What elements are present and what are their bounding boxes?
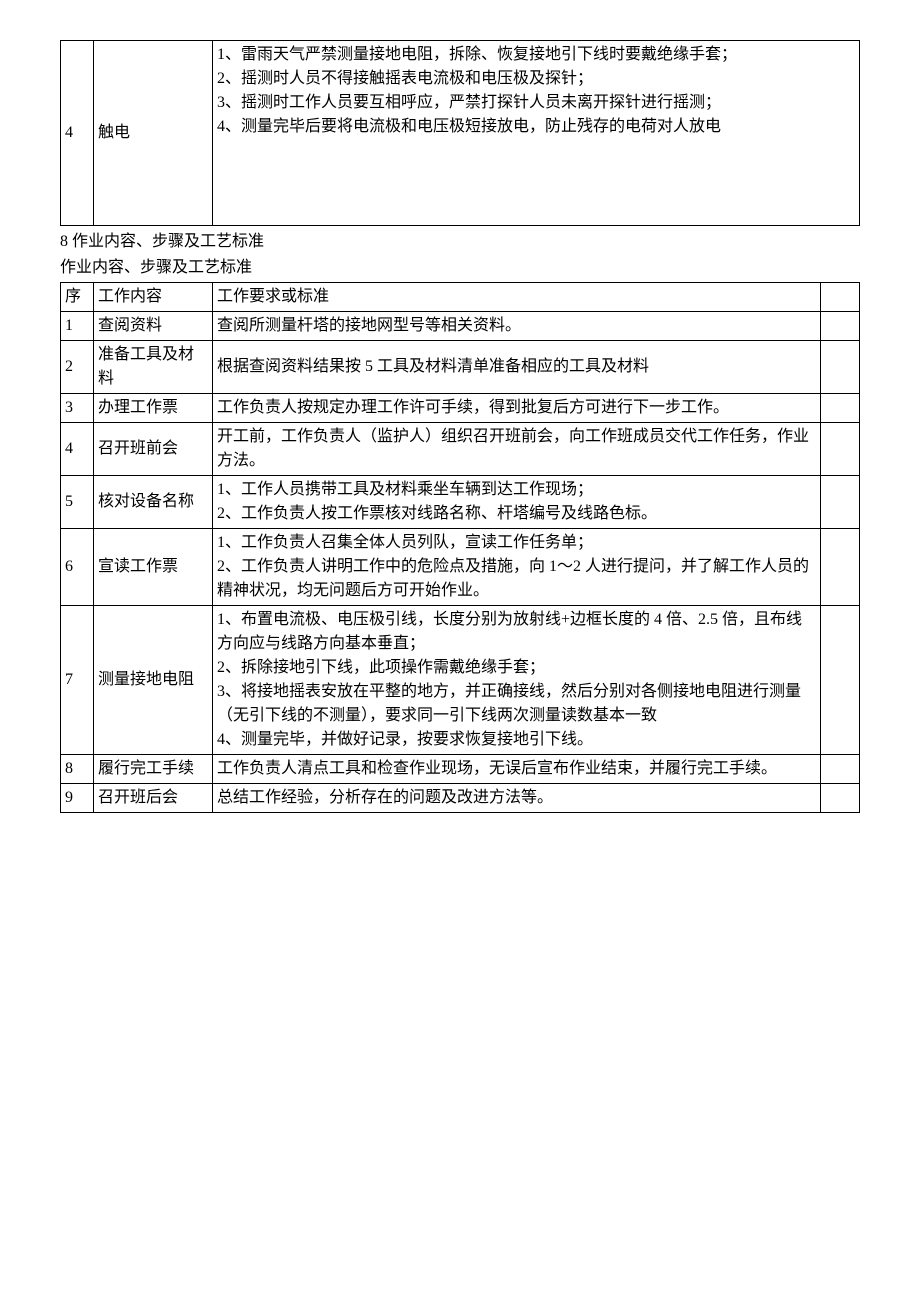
- hazard-row: 4 触电 1、雷雨天气严禁测量接地电阻，拆除、恢复接地引下线时要戴绝缘手套； 2…: [61, 41, 860, 226]
- row-extra: [821, 529, 860, 606]
- row-extra: [821, 476, 860, 529]
- procedure-row: 1查阅资料查阅所测量杆塔的接地网型号等相关资料。: [61, 312, 860, 341]
- section-title-plain: 作业内容、步骤及工艺标准: [60, 256, 860, 280]
- hazard-seq: 4: [61, 41, 94, 226]
- header-extra: [821, 283, 860, 312]
- procedure-row: 2准备工具及材料根据查阅资料结果按 5 工具及材料清单准备相应的工具及材料: [61, 341, 860, 394]
- section-title-numbered: 8 作业内容、步骤及工艺标准: [60, 230, 860, 254]
- row-seq: 4: [61, 423, 94, 476]
- header-name: 工作内容: [94, 283, 213, 312]
- row-name: 查阅资料: [94, 312, 213, 341]
- row-requirement: 1、工作负责人召集全体人员列队，宣读工作任务单； 2、工作负责人讲明工作中的危险…: [213, 529, 821, 606]
- hazard-table: 4 触电 1、雷雨天气严禁测量接地电阻，拆除、恢复接地引下线时要戴绝缘手套； 2…: [60, 40, 860, 226]
- row-seq: 6: [61, 529, 94, 606]
- hazard-content: 1、雷雨天气严禁测量接地电阻，拆除、恢复接地引下线时要戴绝缘手套； 2、摇测时人…: [213, 41, 860, 226]
- procedure-row: 7测量接地电阻1、布置电流极、电压极引线，长度分别为放射线+边框长度的 4 倍、…: [61, 606, 860, 755]
- row-name: 召开班前会: [94, 423, 213, 476]
- hazard-name: 触电: [94, 41, 213, 226]
- procedure-header-row: 序 工作内容 工作要求或标准: [61, 283, 860, 312]
- procedure-row: 9召开班后会总结工作经验，分析存在的问题及改进方法等。: [61, 784, 860, 813]
- header-req: 工作要求或标准: [213, 283, 821, 312]
- procedure-row: 4召开班前会开工前，工作负责人（监护人）组织召开班前会，向工作班成员交代工作任务…: [61, 423, 860, 476]
- procedure-row: 5核对设备名称1、工作人员携带工具及材料乘坐车辆到达工作现场； 2、工作负责人按…: [61, 476, 860, 529]
- row-extra: [821, 423, 860, 476]
- row-requirement: 1、布置电流极、电压极引线，长度分别为放射线+边框长度的 4 倍、2.5 倍，且…: [213, 606, 821, 755]
- row-name: 召开班后会: [94, 784, 213, 813]
- row-requirement: 工作负责人清点工具和检查作业现场，无误后宣布作业结束，并履行完工手续。: [213, 755, 821, 784]
- row-requirement: 开工前，工作负责人（监护人）组织召开班前会，向工作班成员交代工作任务，作业方法。: [213, 423, 821, 476]
- row-name: 核对设备名称: [94, 476, 213, 529]
- row-seq: 5: [61, 476, 94, 529]
- row-extra: [821, 606, 860, 755]
- header-seq: 序: [61, 283, 94, 312]
- procedure-row: 6宣读工作票1、工作负责人召集全体人员列队，宣读工作任务单； 2、工作负责人讲明…: [61, 529, 860, 606]
- procedure-row: 8履行完工手续工作负责人清点工具和检查作业现场，无误后宣布作业结束，并履行完工手…: [61, 755, 860, 784]
- row-extra: [821, 755, 860, 784]
- row-requirement: 1、工作人员携带工具及材料乘坐车辆到达工作现场； 2、工作负责人按工作票核对线路…: [213, 476, 821, 529]
- row-extra: [821, 784, 860, 813]
- row-seq: 2: [61, 341, 94, 394]
- row-seq: 9: [61, 784, 94, 813]
- row-requirement: 根据查阅资料结果按 5 工具及材料清单准备相应的工具及材料: [213, 341, 821, 394]
- row-requirement: 查阅所测量杆塔的接地网型号等相关资料。: [213, 312, 821, 341]
- procedure-table: 序 工作内容 工作要求或标准 1查阅资料查阅所测量杆塔的接地网型号等相关资料。2…: [60, 282, 860, 813]
- row-name: 履行完工手续: [94, 755, 213, 784]
- row-name: 宣读工作票: [94, 529, 213, 606]
- row-name: 测量接地电阻: [94, 606, 213, 755]
- row-seq: 7: [61, 606, 94, 755]
- row-requirement: 总结工作经验，分析存在的问题及改进方法等。: [213, 784, 821, 813]
- row-seq: 3: [61, 394, 94, 423]
- row-name: 办理工作票: [94, 394, 213, 423]
- row-seq: 8: [61, 755, 94, 784]
- row-extra: [821, 312, 860, 341]
- procedure-row: 3办理工作票工作负责人按规定办理工作许可手续，得到批复后方可进行下一步工作。: [61, 394, 860, 423]
- row-seq: 1: [61, 312, 94, 341]
- row-extra: [821, 394, 860, 423]
- row-extra: [821, 341, 860, 394]
- row-requirement: 工作负责人按规定办理工作许可手续，得到批复后方可进行下一步工作。: [213, 394, 821, 423]
- row-name: 准备工具及材料: [94, 341, 213, 394]
